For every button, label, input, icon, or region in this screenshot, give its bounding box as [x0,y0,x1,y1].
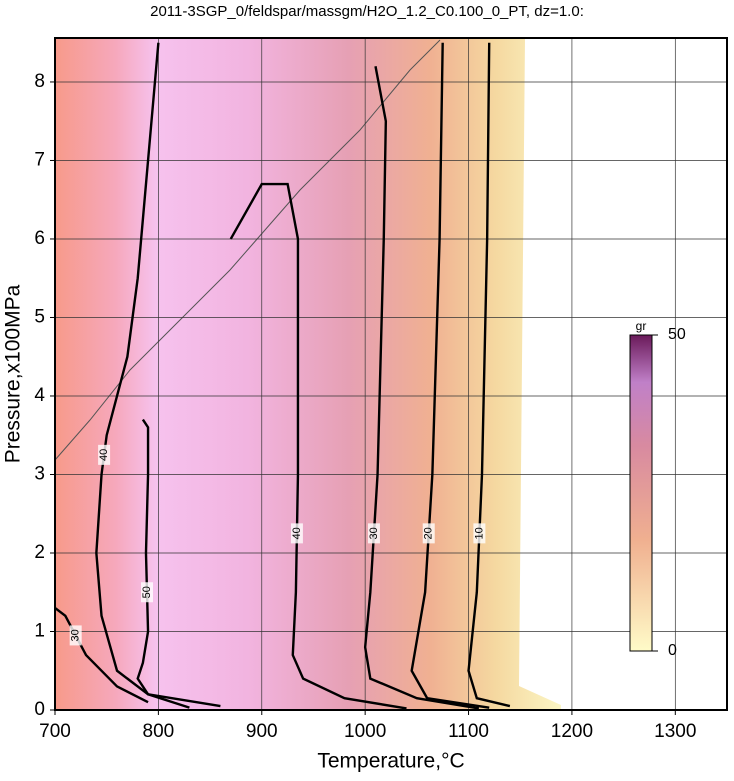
y-tick-label: 2 [34,542,45,563]
y-tick-label: 4 [34,385,45,406]
contour-line [54,606,149,704]
x-tick-label: 1000 [344,721,386,742]
colorbar-label: gr [636,319,647,333]
contours: 10 20 30 40 50 40 30 [54,42,511,710]
x-tick-label: 800 [143,721,175,742]
contour-label: 40 [98,449,110,461]
y-tick-label: 0 [34,699,45,720]
contour-label-bg [141,582,154,603]
x-tick-label: 700 [39,721,71,742]
x-axis-label: Temperature,°C [317,750,464,773]
contour-label-bg [473,523,486,544]
contour-label-bg [98,444,111,465]
phase-boundary [54,39,441,461]
colorbar-tick-label: 50 [668,326,686,343]
contour-label-bg [422,523,435,544]
x-tick-label: 1300 [654,721,696,742]
contour-label: 20 [423,527,435,539]
contour-line [410,42,490,709]
contour-label: 40 [291,527,303,539]
x-tick-label: 900 [246,721,278,742]
plot-frame [54,37,728,711]
contour-label-bg [290,523,303,544]
y-tick-label: 1 [34,621,45,642]
contour-label: 50 [141,586,153,598]
y-tick-label: 7 [34,149,45,170]
colorbar-tick-label: 0 [668,642,677,659]
contour-label-bg [69,625,82,646]
y-tick-label: 6 [34,228,45,249]
y-tick-label: 5 [34,306,45,327]
contour-label: 30 [70,629,82,641]
colorbar [629,334,653,652]
contour-line [363,66,480,710]
contour-label-bg [367,523,380,544]
contour-label: 10 [473,527,485,539]
y-axis-label: Pressure,x100MPa [2,284,25,463]
contour-label: 30 [368,527,380,539]
x-tick-label: 1200 [551,721,593,742]
y-tick-label: 3 [34,464,45,485]
chart-title: 2011-3SGP_0/feldspar/massgm/H2O_1.2_C0.1… [150,3,584,20]
y-tick-label: 8 [34,71,45,92]
contour-line [136,418,221,708]
contour-line [467,42,511,708]
x-tick-label: 1100 [448,721,489,742]
